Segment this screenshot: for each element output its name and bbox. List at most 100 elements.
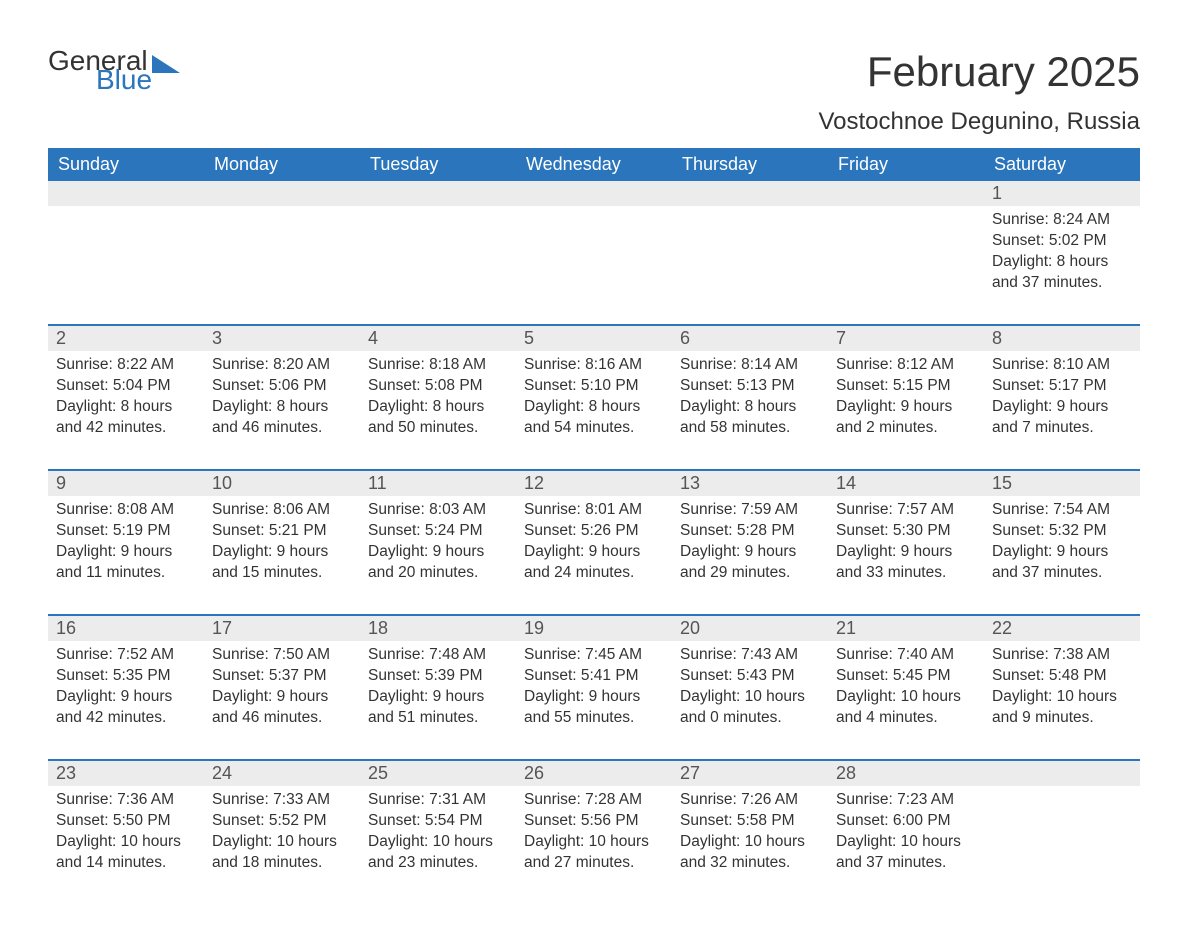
day-number	[48, 181, 204, 206]
daynum-row: 16171819202122	[48, 616, 1140, 641]
day-number: 11	[360, 471, 516, 496]
weeks-container: 1Sunrise: 8:24 AMSunset: 5:02 PMDaylight…	[48, 181, 1140, 886]
day-cell: Sunrise: 8:06 AMSunset: 5:21 PMDaylight:…	[204, 496, 360, 596]
day-cell: Sunrise: 8:24 AMSunset: 5:02 PMDaylight:…	[984, 206, 1140, 306]
title-block: February 2025 Vostochnoe Degunino, Russi…	[818, 48, 1140, 136]
daycontent-row: Sunrise: 8:22 AMSunset: 5:04 PMDaylight:…	[48, 351, 1140, 451]
day-number: 13	[672, 471, 828, 496]
day-number: 16	[48, 616, 204, 641]
day-number: 1	[984, 181, 1140, 206]
day-cell	[204, 206, 360, 306]
day-cell: Sunrise: 7:57 AMSunset: 5:30 PMDaylight:…	[828, 496, 984, 596]
daycontent-row: Sunrise: 7:36 AMSunset: 5:50 PMDaylight:…	[48, 786, 1140, 886]
weekday-header: Thursday	[672, 148, 828, 181]
day-number: 3	[204, 326, 360, 351]
day-number	[516, 181, 672, 206]
day-cell	[828, 206, 984, 306]
day-number: 22	[984, 616, 1140, 641]
day-cell: Sunrise: 7:52 AMSunset: 5:35 PMDaylight:…	[48, 641, 204, 741]
day-number: 21	[828, 616, 984, 641]
day-number: 25	[360, 761, 516, 786]
day-number: 4	[360, 326, 516, 351]
weekday-header: Monday	[204, 148, 360, 181]
day-number: 20	[672, 616, 828, 641]
day-number: 8	[984, 326, 1140, 351]
header: General Blue February 2025 Vostochnoe De…	[48, 48, 1140, 136]
day-cell: Sunrise: 7:59 AMSunset: 5:28 PMDaylight:…	[672, 496, 828, 596]
day-cell: Sunrise: 8:20 AMSunset: 5:06 PMDaylight:…	[204, 351, 360, 451]
day-cell	[672, 206, 828, 306]
day-cell: Sunrise: 7:43 AMSunset: 5:43 PMDaylight:…	[672, 641, 828, 741]
weekday-header: Sunday	[48, 148, 204, 181]
day-number	[360, 181, 516, 206]
weekday-header: Tuesday	[360, 148, 516, 181]
day-number: 18	[360, 616, 516, 641]
day-cell: Sunrise: 7:36 AMSunset: 5:50 PMDaylight:…	[48, 786, 204, 886]
daynum-row: 2345678	[48, 326, 1140, 351]
day-cell: Sunrise: 8:12 AMSunset: 5:15 PMDaylight:…	[828, 351, 984, 451]
day-number: 14	[828, 471, 984, 496]
weekday-header: Wednesday	[516, 148, 672, 181]
day-number	[672, 181, 828, 206]
day-number: 26	[516, 761, 672, 786]
day-cell: Sunrise: 8:18 AMSunset: 5:08 PMDaylight:…	[360, 351, 516, 451]
day-number: 28	[828, 761, 984, 786]
day-cell: Sunrise: 7:23 AMSunset: 6:00 PMDaylight:…	[828, 786, 984, 886]
day-number: 23	[48, 761, 204, 786]
weekday-header: Saturday	[984, 148, 1140, 181]
day-number: 19	[516, 616, 672, 641]
day-number	[204, 181, 360, 206]
day-number: 17	[204, 616, 360, 641]
daynum-row: 232425262728	[48, 761, 1140, 786]
calendar-week: 232425262728Sunrise: 7:36 AMSunset: 5:50…	[48, 759, 1140, 886]
day-number: 10	[204, 471, 360, 496]
day-cell: Sunrise: 8:14 AMSunset: 5:13 PMDaylight:…	[672, 351, 828, 451]
day-number: 24	[204, 761, 360, 786]
calendar-week: 16171819202122Sunrise: 7:52 AMSunset: 5:…	[48, 614, 1140, 741]
day-cell: Sunrise: 7:33 AMSunset: 5:52 PMDaylight:…	[204, 786, 360, 886]
day-cell: Sunrise: 8:10 AMSunset: 5:17 PMDaylight:…	[984, 351, 1140, 451]
daynum-row: 1	[48, 181, 1140, 206]
day-cell: Sunrise: 7:38 AMSunset: 5:48 PMDaylight:…	[984, 641, 1140, 741]
day-number: 2	[48, 326, 204, 351]
day-cell: Sunrise: 7:50 AMSunset: 5:37 PMDaylight:…	[204, 641, 360, 741]
page-title: February 2025	[818, 48, 1140, 96]
day-cell: Sunrise: 7:28 AMSunset: 5:56 PMDaylight:…	[516, 786, 672, 886]
day-cell: Sunrise: 7:48 AMSunset: 5:39 PMDaylight:…	[360, 641, 516, 741]
day-cell	[984, 786, 1140, 886]
calendar-week: 9101112131415Sunrise: 8:08 AMSunset: 5:1…	[48, 469, 1140, 596]
weekday-header-row: SundayMondayTuesdayWednesdayThursdayFrid…	[48, 148, 1140, 181]
calendar-week: 2345678Sunrise: 8:22 AMSunset: 5:04 PMDa…	[48, 324, 1140, 451]
daynum-row: 9101112131415	[48, 471, 1140, 496]
day-number: 7	[828, 326, 984, 351]
day-cell: Sunrise: 7:54 AMSunset: 5:32 PMDaylight:…	[984, 496, 1140, 596]
day-cell	[48, 206, 204, 306]
day-cell: Sunrise: 8:22 AMSunset: 5:04 PMDaylight:…	[48, 351, 204, 451]
day-cell	[360, 206, 516, 306]
day-cell: Sunrise: 8:08 AMSunset: 5:19 PMDaylight:…	[48, 496, 204, 596]
day-number: 12	[516, 471, 672, 496]
day-cell: Sunrise: 7:40 AMSunset: 5:45 PMDaylight:…	[828, 641, 984, 741]
day-cell: Sunrise: 7:26 AMSunset: 5:58 PMDaylight:…	[672, 786, 828, 886]
day-number: 9	[48, 471, 204, 496]
daycontent-row: Sunrise: 8:08 AMSunset: 5:19 PMDaylight:…	[48, 496, 1140, 596]
logo: General Blue	[48, 48, 180, 92]
calendar-week: 1Sunrise: 8:24 AMSunset: 5:02 PMDaylight…	[48, 181, 1140, 306]
day-number: 5	[516, 326, 672, 351]
day-cell: Sunrise: 7:31 AMSunset: 5:54 PMDaylight:…	[360, 786, 516, 886]
daycontent-row: Sunrise: 8:24 AMSunset: 5:02 PMDaylight:…	[48, 206, 1140, 306]
day-number: 27	[672, 761, 828, 786]
day-cell: Sunrise: 7:45 AMSunset: 5:41 PMDaylight:…	[516, 641, 672, 741]
day-number	[984, 761, 1140, 786]
day-cell	[516, 206, 672, 306]
page-subtitle: Vostochnoe Degunino, Russia	[818, 108, 1140, 136]
day-number: 15	[984, 471, 1140, 496]
weekday-header: Friday	[828, 148, 984, 181]
day-number: 6	[672, 326, 828, 351]
daycontent-row: Sunrise: 7:52 AMSunset: 5:35 PMDaylight:…	[48, 641, 1140, 741]
day-cell: Sunrise: 8:01 AMSunset: 5:26 PMDaylight:…	[516, 496, 672, 596]
day-cell: Sunrise: 8:16 AMSunset: 5:10 PMDaylight:…	[516, 351, 672, 451]
calendar: SundayMondayTuesdayWednesdayThursdayFrid…	[48, 148, 1140, 886]
day-number	[828, 181, 984, 206]
day-cell: Sunrise: 8:03 AMSunset: 5:24 PMDaylight:…	[360, 496, 516, 596]
